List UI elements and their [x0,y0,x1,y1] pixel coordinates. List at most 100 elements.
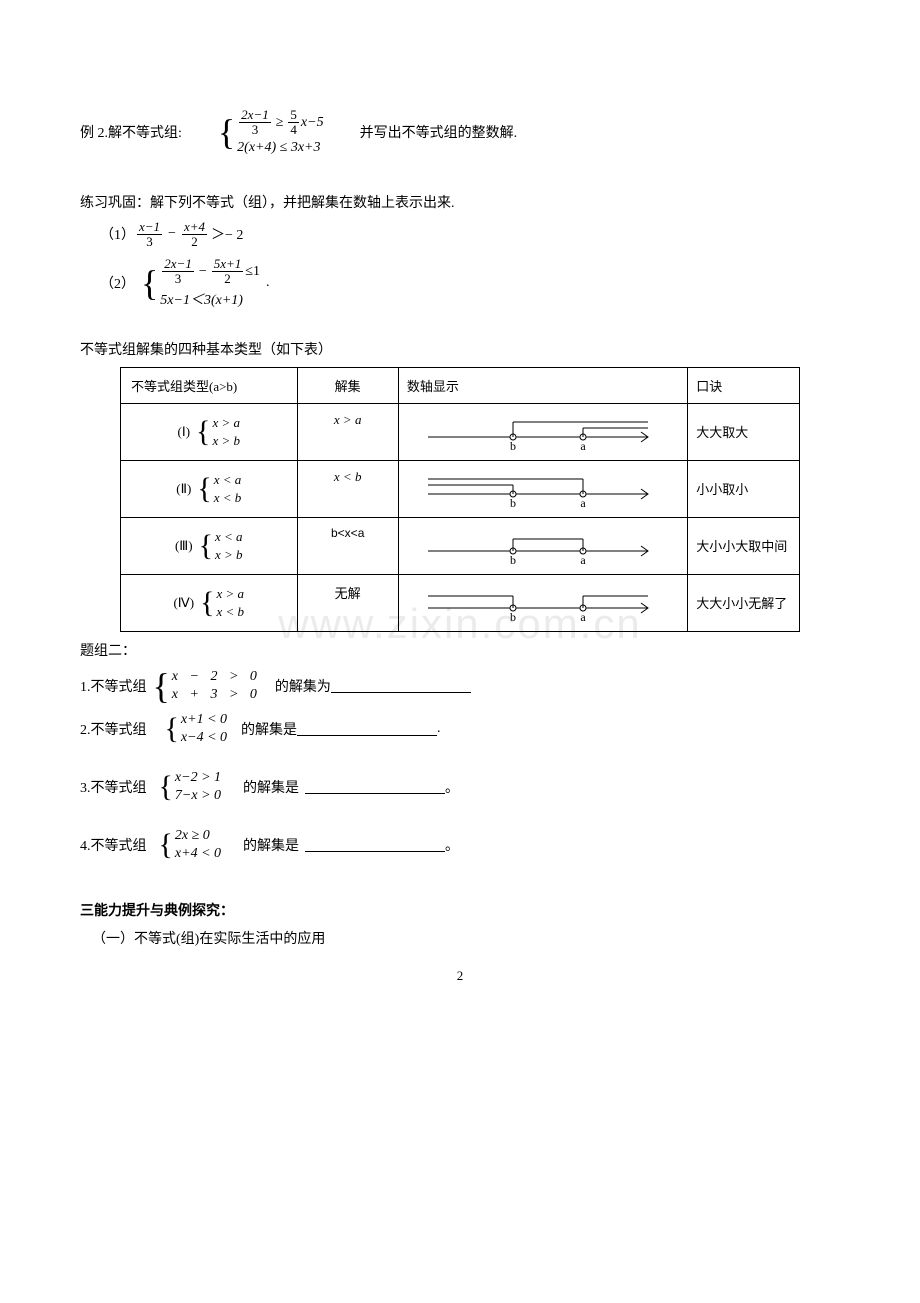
q-post: 的解集是 [243,777,299,797]
numberline: b a [423,412,663,452]
expr: x < a [214,472,242,488]
answer-blank[interactable] [305,837,445,852]
expr: x > b [212,433,240,449]
expr: x > b [215,547,243,563]
table-row: (Ⅲ) { x < a x > b b<x<a b [121,517,800,574]
page-number: 2 [80,968,840,984]
frac-den: 4 [288,123,299,137]
brace-icon: { [153,668,170,704]
punct: 。 [445,777,459,797]
frac-num: 2x−1 [239,108,271,122]
practice-2: （2） { 2x−13 − 5x+12 ≤1 5x−1＜3(x+1) . [100,257,840,309]
expr: x − 2 > 0 [172,669,261,685]
op: − [168,226,176,242]
q-post: 的解集是 [241,719,297,739]
row-label: (Ⅱ) [176,481,191,497]
answer-blank[interactable] [331,678,471,693]
brace-icon: { [200,588,214,618]
practice-title: 练习巩固：解下列不等式（组），并把解集在数轴上表示出来. [80,192,840,212]
solution: x > a [297,403,398,460]
q-pre: 3.不等式组 [80,777,147,797]
op: − [199,264,207,280]
frac-den: 2 [189,235,200,249]
frac-num: 2x−1 [162,257,194,271]
group2-q3: 3.不等式组 { x−2 > 1 7−x > 0 的解集是 。 [80,770,840,804]
brace-icon: { [141,265,158,301]
punct: . [437,721,441,737]
svg-text:a: a [580,439,586,452]
table-header-row: 不等式组类型(a>b) 解集 数轴显示 口诀 [121,367,800,403]
brace-icon: { [199,531,213,561]
solution-types-table: 不等式组类型(a>b) 解集 数轴显示 口诀 (Ⅰ) { x > a x > b… [120,367,800,632]
expr: 2x ≥ 0 [175,828,221,844]
mnemonic: 大大小小无解了 [688,574,800,631]
table-row: (Ⅱ) { x < a x < b x < b [121,460,800,517]
svg-text:b: b [510,496,516,509]
brace-icon: { [165,714,179,744]
brace-icon: { [196,417,210,447]
expr: 7−x > 0 [175,788,221,804]
practice-1: （1） x−13 − x+42 ＞− 2 [100,220,840,250]
row-label: (Ⅰ) [178,424,191,440]
row-label: (Ⅲ) [175,538,193,554]
row-label: (Ⅳ) [173,595,194,611]
expr: x < b [217,604,245,620]
group2-q1: 1.不等式组 { x − 2 > 0 x + 3 > 0 的解集为 [80,668,840,704]
expr: x < a [215,529,243,545]
group2-q2: 2.不等式组 { x+1 < 0 x−4 < 0 的解集是 . [80,712,840,746]
label: （2） [100,273,135,293]
svg-text:b: b [510,439,516,452]
example-2: 例 2.解不等式组: { 2x−13 ≥ 54 x−5 2(x+4) ≤ 3x+… [80,108,840,156]
q-post: 的解集是 [243,835,299,855]
expr: x−4 < 0 [181,730,227,746]
svg-text:a: a [580,496,586,509]
group2-q4: 4.不等式组 { 2x ≥ 0 x+4 < 0 的解集是 。 [80,828,840,862]
ex2-suffix: 并写出不等式组的整数解. [360,122,518,142]
section3-title: 三能力提升与典例探究： [80,900,840,920]
numberline: b a [423,469,663,509]
frac-den: 2 [222,272,233,286]
expr: x−2 > 1 [175,770,221,786]
th-kou: 口诀 [688,367,800,403]
expr: x+4 < 0 [175,846,221,862]
table-row: (Ⅳ) { x > a x < b 无解 [121,574,800,631]
op: ≥ [276,115,284,131]
th-sol: 解集 [297,367,398,403]
expr: x+1 < 0 [181,712,227,728]
frac-num: 5x+1 [212,257,244,271]
brace-icon: { [218,114,235,150]
frac-den: 3 [144,235,155,249]
brace-icon: { [159,830,173,860]
brace-icon: { [197,474,211,504]
mnemonic: 小小取小 [688,460,800,517]
svg-text:b: b [510,610,516,623]
expr: x > a [217,586,245,602]
svg-text:a: a [580,610,586,623]
frac-num: 5 [288,108,299,122]
expr: 2(x+4) ≤ 3x+3 [237,140,323,156]
expr: x + 3 > 0 [172,687,261,703]
expr: x−5 [301,115,324,131]
table-row: (Ⅰ) { x > a x > b x > a [121,403,800,460]
solution: 无解 [297,574,398,631]
svg-text:b: b [510,553,516,566]
label: （1） [100,224,135,244]
solution: x < b [297,460,398,517]
numberline: b a [423,583,663,623]
answer-blank[interactable] [297,721,437,736]
mnemonic: 大大取大 [688,403,800,460]
expr: x > a [212,415,240,431]
q-pre: 4.不等式组 [80,835,147,855]
ex2-prefix: 例 2.解不等式组: [80,122,182,142]
answer-blank[interactable] [305,779,445,794]
numberline: b a [423,526,663,566]
q-pre: 1.不等式组 [80,676,147,696]
frac-num: x+4 [182,220,207,234]
frac-num: x−1 [137,220,162,234]
expr: x < b [214,490,242,506]
brace-icon: { [159,772,173,802]
table-title: 不等式组解集的四种基本类型（如下表） [80,339,840,359]
section3-sub: （一）不等式(组)在实际生活中的应用 [92,928,840,948]
period: . [266,275,270,291]
q-pre: 2.不等式组 [80,719,147,739]
